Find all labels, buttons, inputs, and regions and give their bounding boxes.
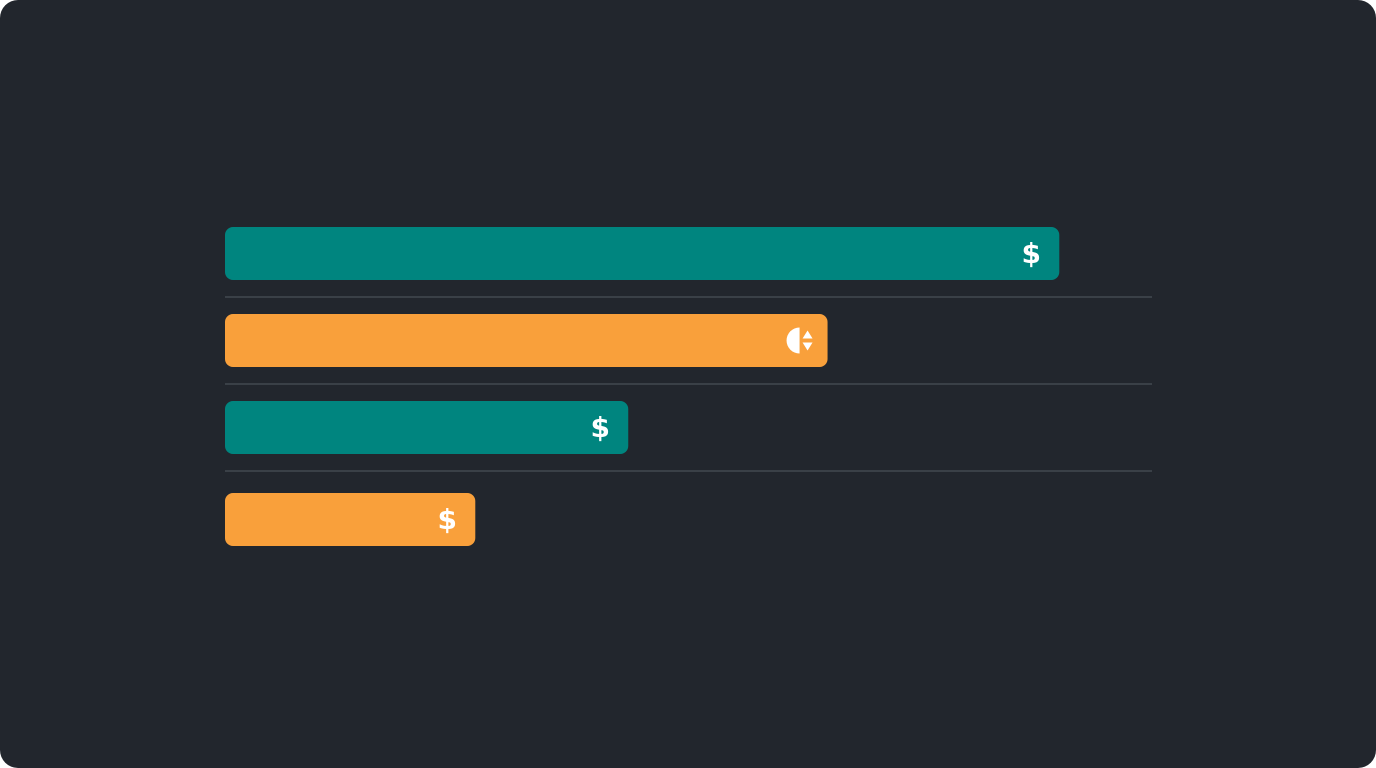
bar-icon: $ bbox=[438, 503, 457, 536]
bar-icon: $ bbox=[1022, 237, 1041, 270]
pie-icon bbox=[802, 330, 813, 351]
bar-icon: $ bbox=[591, 411, 610, 444]
pie-icon bbox=[786, 327, 800, 354]
bar bbox=[225, 493, 476, 546]
bar bbox=[225, 227, 1060, 280]
bar bbox=[225, 401, 629, 454]
bar bbox=[225, 314, 828, 367]
